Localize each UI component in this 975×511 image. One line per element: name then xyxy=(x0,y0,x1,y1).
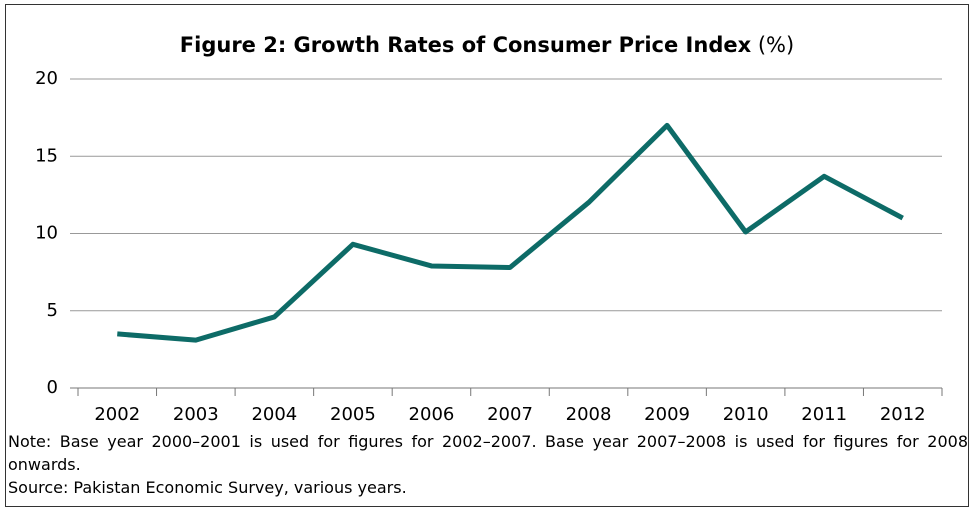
title-unit: (%) xyxy=(758,33,794,57)
chart: Figure 2: Growth Rates of Consumer Price… xyxy=(35,33,943,425)
x-tick-label: 2007 xyxy=(487,404,533,425)
x-tick-label: 2006 xyxy=(409,404,455,425)
x-tick-label: 2005 xyxy=(330,404,376,425)
x-tick-label: 2012 xyxy=(880,404,926,425)
line xyxy=(117,122,904,343)
x-tick-label: 2003 xyxy=(173,404,219,425)
y-tick-label: 5 xyxy=(47,300,58,321)
x-tick-label: 2009 xyxy=(644,404,690,425)
notes: Note: Base year 2000–2001 is used for fi… xyxy=(8,430,968,499)
x-tick-label: 2008 xyxy=(566,404,612,425)
title: Figure 2: Growth Rates of Consumer Price… xyxy=(180,33,752,57)
note: Source: Pakistan Economic Survey, variou… xyxy=(8,478,407,497)
y-tick-label: 10 xyxy=(35,223,58,244)
y-tick-label: 0 xyxy=(47,377,58,398)
note: Note: Base year 2000–2001 is used for fi… xyxy=(8,432,968,474)
y-tick-label: 15 xyxy=(35,145,58,166)
x-tick-label: 2010 xyxy=(723,404,769,425)
frame xyxy=(5,4,969,507)
chart-title: Figure 2: Growth Rates of Consumer Price… xyxy=(180,33,794,57)
y-tick-label: 20 xyxy=(35,68,58,89)
x-tick-label: 2011 xyxy=(801,404,847,425)
x-tick-label: 2002 xyxy=(94,404,140,425)
x-tick-label: 2004 xyxy=(251,404,297,425)
